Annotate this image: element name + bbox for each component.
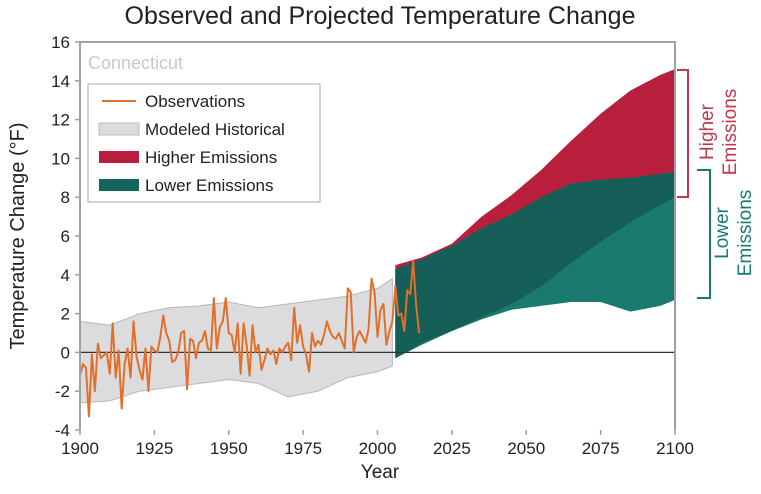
x-tick-label: 1925: [135, 439, 173, 458]
higher-label-line1: Higher: [697, 103, 718, 160]
higher-emissions-bracket-label: Higher Emissions: [697, 89, 741, 176]
emissions-overlap-band: [395, 171, 675, 359]
x-tick-label: 2075: [582, 439, 620, 458]
x-tick-label: 2050: [507, 439, 545, 458]
higher-emissions-bracket: [677, 69, 689, 198]
lower-emissions-bracket-label: Lower Emissions: [712, 190, 756, 277]
y-tick-label: -4: [55, 421, 70, 440]
y-tick-label: 12: [51, 111, 70, 130]
lower-label-line1: Lower: [712, 206, 733, 258]
y-tick-label: -2: [55, 382, 70, 401]
y-tick-label: 6: [61, 227, 70, 246]
higher-label-line2: Emissions: [720, 89, 741, 176]
y-tick-label: 2: [61, 305, 70, 324]
lower-emissions-bracket: [697, 169, 711, 299]
legend-higher-emissions-swatch: [99, 151, 139, 163]
y-axis-ticks: -4 -2 0 2 4 6 8 10 12 14 16: [51, 33, 80, 440]
x-tick-label: 1900: [61, 439, 99, 458]
chart-title: Observed and Projected Temperature Chang…: [125, 2, 636, 30]
y-axis-label: Temperature Change (°F): [7, 123, 29, 350]
x-tick-label: 1975: [284, 439, 322, 458]
observations-line: [79, 260, 421, 418]
y-tick-label: 10: [51, 149, 70, 168]
legend-lower-emissions-label: Lower Emissions: [145, 176, 274, 195]
y-tick-label: 4: [61, 266, 70, 285]
legend-lower-emissions-swatch: [99, 179, 139, 191]
x-tick-label: 2025: [433, 439, 471, 458]
legend: Observations Modeled Historical Higher E…: [87, 83, 321, 203]
region-label: Connecticut: [88, 53, 183, 73]
legend-modeled-historical-swatch: [98, 122, 140, 136]
lower-label-line2: Emissions: [735, 190, 756, 277]
x-axis-ticks: 1900 1925 1950 1975 2000 2025 2050 2075 2100: [61, 430, 694, 458]
bands-layer: [79, 69, 675, 404]
legend-higher-emissions-label: Higher Emissions: [145, 148, 277, 167]
y-tick-label: 14: [51, 72, 70, 91]
x-tick-label: 1950: [210, 439, 248, 458]
y-tick-label: 0: [61, 343, 70, 362]
y-tick-label: 8: [61, 188, 70, 207]
x-axis-label: Year: [361, 462, 400, 483]
x-tick-label: 2000: [359, 439, 397, 458]
x-tick-label: 2100: [656, 439, 694, 458]
y-tick-label: 16: [51, 33, 70, 52]
legend-observations-label: Observations: [145, 92, 245, 111]
legend-modeled-historical-label: Modeled Historical: [145, 120, 285, 139]
